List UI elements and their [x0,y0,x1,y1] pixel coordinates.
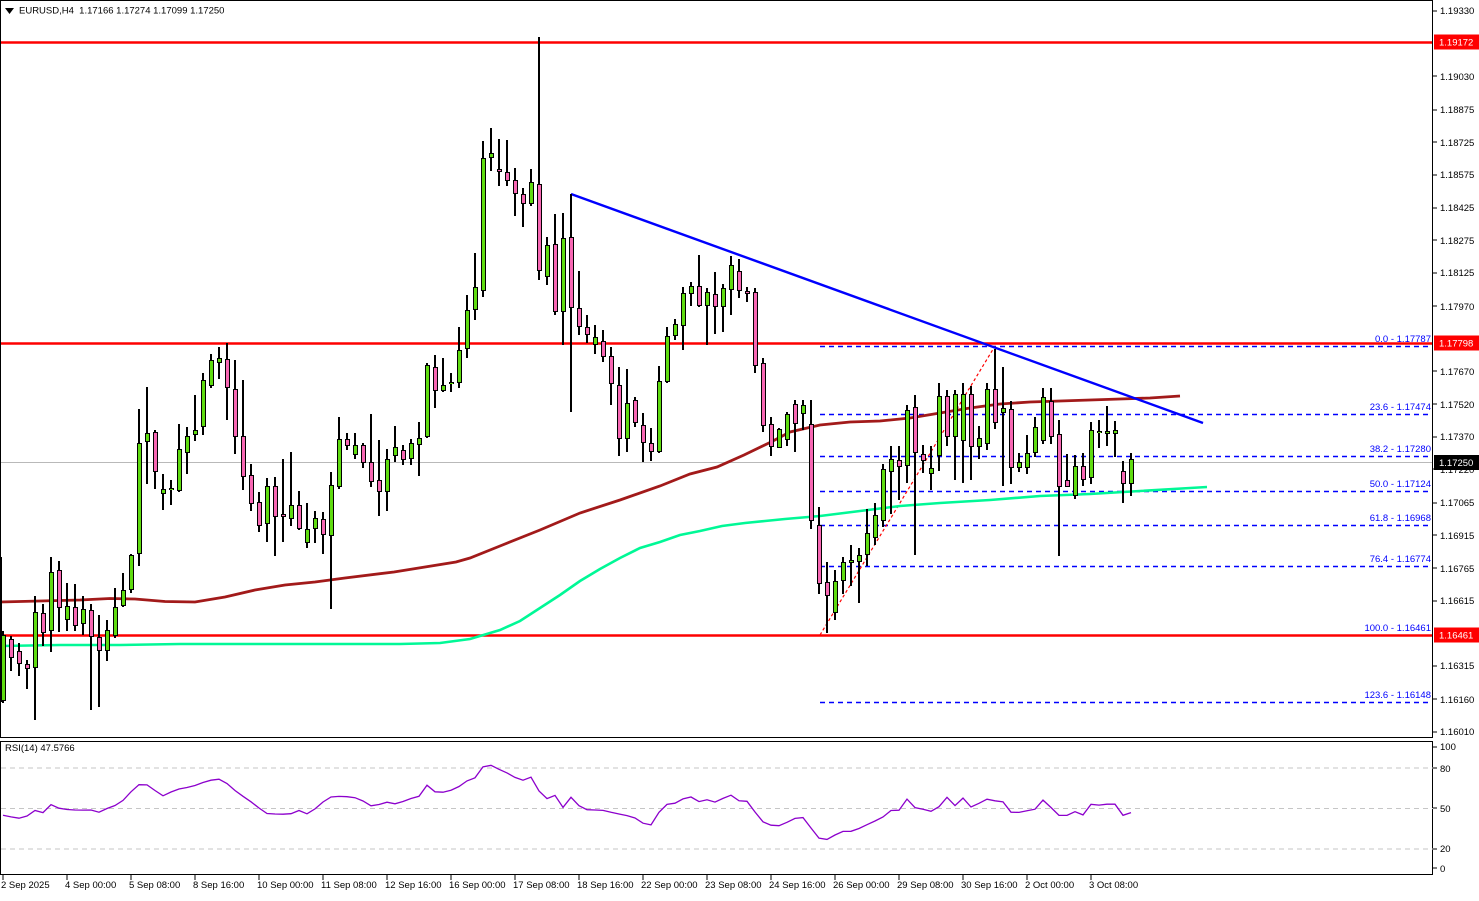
svg-text:18 Sep 16:00: 18 Sep 16:00 [577,880,634,891]
svg-text:100.0 - 1.16461: 100.0 - 1.16461 [1364,623,1431,634]
svg-text:24 Sep 16:00: 24 Sep 16:00 [769,880,826,891]
svg-text:23 Sep 08:00: 23 Sep 08:00 [705,880,762,891]
svg-text:5 Sep 08:00: 5 Sep 08:00 [129,880,180,891]
svg-text:10 Sep 00:00: 10 Sep 00:00 [257,880,314,891]
svg-text:1.16315: 1.16315 [1440,661,1474,672]
svg-text:1.18875: 1.18875 [1440,105,1474,116]
svg-text:1.16915: 1.16915 [1440,531,1474,542]
svg-text:22 Sep 00:00: 22 Sep 00:00 [641,880,698,891]
svg-text:2 Sep 2025: 2 Sep 2025 [1,880,50,891]
svg-text:1.18575: 1.18575 [1440,170,1474,181]
svg-text:1.17670: 1.17670 [1440,367,1474,378]
svg-text:1.17970: 1.17970 [1440,302,1474,313]
svg-text:80: 80 [1440,764,1451,775]
svg-text:8 Sep 16:00: 8 Sep 16:00 [193,880,244,891]
svg-text:30 Sep 16:00: 30 Sep 16:00 [961,880,1018,891]
svg-text:16 Sep 00:00: 16 Sep 00:00 [449,880,506,891]
svg-text:1.17798: 1.17798 [1439,339,1473,350]
svg-text:1.18125: 1.18125 [1440,268,1474,279]
svg-text:1.18725: 1.18725 [1440,138,1474,149]
svg-text:2 Oct 00:00: 2 Oct 00:00 [1025,880,1074,891]
svg-text:EURUSD,H4 1.17166 1.17274 1.1: EURUSD,H4 1.17166 1.17274 1.17099 1.1725… [19,6,224,17]
svg-text:1.16765: 1.16765 [1440,564,1474,575]
svg-text:1.18275: 1.18275 [1440,236,1474,247]
svg-text:23.6 - 1.17474: 23.6 - 1.17474 [1370,402,1431,413]
svg-text:100: 100 [1440,742,1456,753]
svg-text:20: 20 [1440,844,1451,855]
svg-text:1.17250: 1.17250 [1439,458,1473,469]
svg-text:29 Sep 08:00: 29 Sep 08:00 [897,880,954,891]
svg-text:61.8 - 1.16968: 61.8 - 1.16968 [1370,513,1431,524]
svg-text:50.0 - 1.17124: 50.0 - 1.17124 [1370,479,1431,490]
svg-text:76.4 - 1.16774: 76.4 - 1.16774 [1370,554,1431,565]
svg-text:1.19030: 1.19030 [1440,72,1474,83]
svg-text:1.18425: 1.18425 [1440,203,1474,214]
svg-text:1.19172: 1.19172 [1439,38,1473,49]
svg-text:1.19330: 1.19330 [1440,6,1474,17]
svg-text:123.6 - 1.16148: 123.6 - 1.16148 [1364,690,1431,701]
svg-text:11 Sep 08:00: 11 Sep 08:00 [321,880,377,891]
svg-text:26 Sep 00:00: 26 Sep 00:00 [833,880,890,891]
svg-text:1.17065: 1.17065 [1440,498,1474,509]
svg-text:12 Sep 16:00: 12 Sep 16:00 [385,880,442,891]
svg-text:1.16615: 1.16615 [1440,596,1474,607]
svg-text:1.17370: 1.17370 [1440,432,1474,443]
svg-text:RSI(14) 47.5766: RSI(14) 47.5766 [5,743,75,754]
svg-text:0: 0 [1440,864,1445,875]
svg-text:38.2 - 1.17280: 38.2 - 1.17280 [1370,444,1431,455]
svg-text:1.17220: 1.17220 [1440,465,1474,476]
svg-text:0.0 - 1.17787: 0.0 - 1.17787 [1375,334,1431,345]
svg-text:1.16010: 1.16010 [1440,727,1474,738]
svg-text:50: 50 [1440,804,1451,815]
svg-text:1.16461: 1.16461 [1439,631,1473,642]
svg-text:4 Sep 00:00: 4 Sep 00:00 [65,880,116,891]
svg-text:1.16160: 1.16160 [1440,695,1474,706]
svg-text:3 Oct 08:00: 3 Oct 08:00 [1089,880,1138,891]
svg-text:17 Sep 08:00: 17 Sep 08:00 [513,880,570,891]
svg-text:1.17520: 1.17520 [1440,400,1474,411]
